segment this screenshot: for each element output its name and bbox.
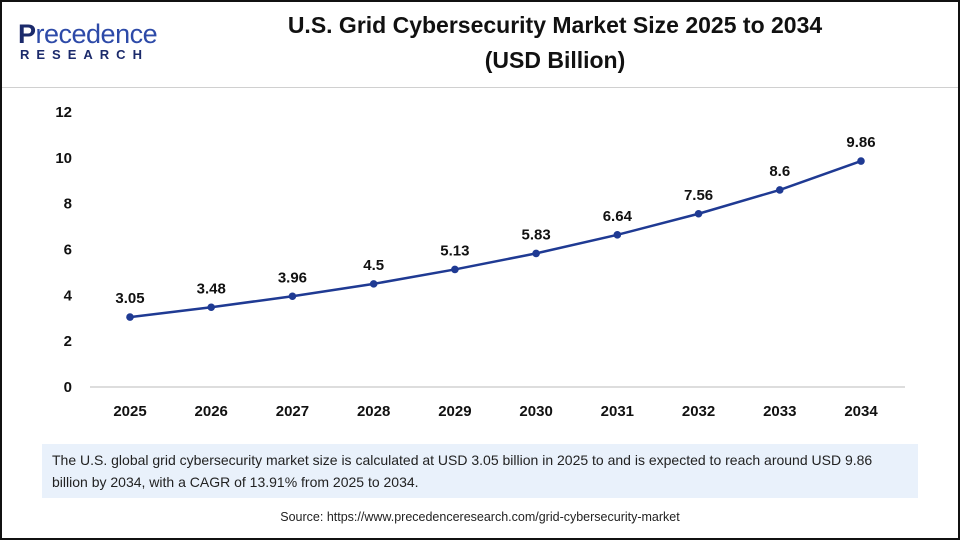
data-point — [207, 303, 216, 312]
x-tick-label: 2027 — [276, 403, 309, 420]
data-point — [613, 231, 622, 239]
data-label: 3.96 — [278, 269, 307, 286]
data-point — [857, 157, 865, 165]
x-tick-label: 2032 — [682, 403, 715, 420]
y-tick-label: 12 — [55, 104, 72, 121]
x-tick-label: 2026 — [195, 403, 228, 420]
data-label: 5.83 — [522, 226, 551, 243]
data-label: 6.64 — [603, 208, 633, 225]
data-label: 3.05 — [115, 290, 144, 307]
data-point — [369, 280, 378, 288]
data-label: 9.86 — [846, 134, 875, 151]
title-line-1: U.S. Grid Cybersecurity Market Size 2025… — [287, 12, 823, 38]
y-tick-label: 8 — [64, 196, 72, 213]
data-point — [694, 209, 703, 218]
y-tick-label: 4 — [64, 287, 73, 304]
summary-box: The U.S. global grid cybersecurity marke… — [42, 444, 918, 498]
x-tick-label: 2030 — [519, 403, 552, 420]
data-label: 5.13 — [440, 242, 469, 259]
data-point — [532, 249, 540, 258]
logo-initial: P — [18, 19, 36, 49]
x-tick-label: 2028 — [357, 403, 390, 420]
logo-wordmark: recedence — [35, 19, 158, 49]
data-label: 4.5 — [363, 257, 384, 274]
data-point — [775, 186, 784, 194]
y-tick-label: 6 — [64, 242, 72, 259]
data-point — [126, 313, 134, 321]
y-tick-label: 10 — [55, 150, 72, 167]
y-tick-label: 2 — [64, 333, 72, 350]
data-point — [451, 265, 459, 274]
x-tick-label: 2033 — [763, 403, 796, 420]
x-tick-label: 2034 — [844, 403, 878, 420]
precedence-research-logo: Precedence RESEARCH — [18, 20, 158, 65]
title-line-2: (USD Billion) — [484, 47, 626, 73]
x-tick-label: 2031 — [601, 403, 634, 420]
chart-title: U.S. Grid Cybersecurity Market Size 2025… — [250, 8, 860, 78]
data-label: 7.56 — [684, 187, 713, 204]
x-tick-label: 2025 — [113, 403, 146, 420]
data-point — [288, 292, 297, 301]
y-tick-label: 0 — [64, 379, 72, 396]
header-divider — [2, 87, 958, 88]
series-line — [129, 159, 862, 319]
source-text: Source: https://www.precedenceresearch.c… — [280, 510, 680, 524]
line-chart: 0 2 4 6 8 10 12 2025 2026 2027 2028 2029 2030 2031 203… — [55, 104, 905, 420]
x-tick-label: 2029 — [438, 403, 471, 420]
logo-subtitle: RESEARCH — [20, 47, 149, 62]
data-label: 3.48 — [197, 280, 226, 297]
data-label: 8.6 — [769, 163, 790, 180]
